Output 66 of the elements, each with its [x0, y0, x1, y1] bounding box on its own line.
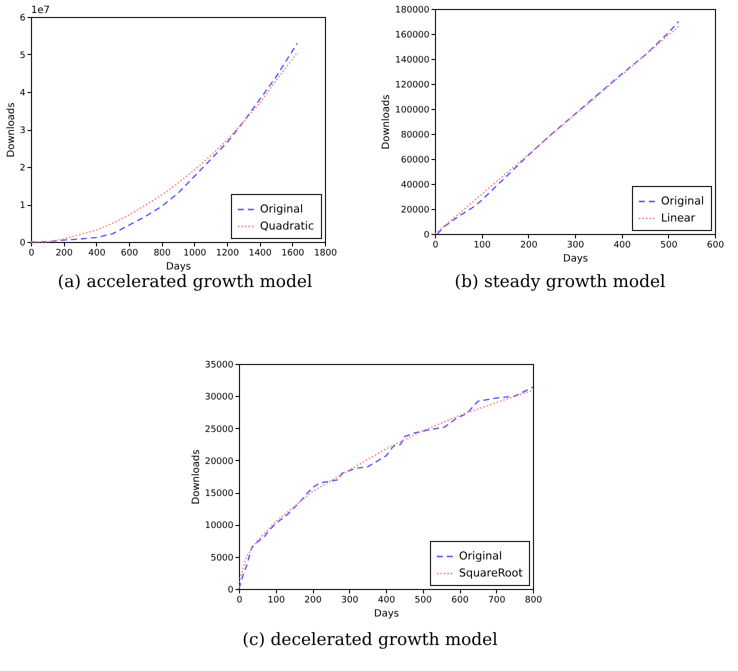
- y-tick-label: 35000: [204, 360, 234, 370]
- x-tick-label: 1800: [314, 248, 338, 258]
- y-tick-label: 25000: [204, 424, 234, 435]
- legend-label: Original: [661, 194, 704, 208]
- x-tick-label: 400: [378, 596, 396, 606]
- x-tick-label: 200: [304, 596, 322, 606]
- y-tick-label: 160000: [395, 30, 430, 40]
- y-tick-label: 60000: [400, 156, 430, 166]
- x-axis-title: Days: [374, 608, 399, 620]
- x-tick-label: 600: [706, 240, 724, 250]
- x-tick-label: 100: [474, 240, 492, 250]
- y-tick-label: 0: [228, 586, 234, 596]
- x-tick-label: 100: [268, 596, 286, 606]
- y-tick-label: 100000: [395, 106, 430, 116]
- y-tick-label: 3: [20, 126, 26, 136]
- y-tick-label: 120000: [395, 80, 430, 90]
- text: (b) steady growth model: [454, 272, 666, 292]
- y-tick-label: 0: [424, 230, 430, 240]
- y-tick-label: 1: [20, 201, 26, 211]
- y-tick-label: 6: [20, 14, 26, 24]
- y-tick-label: 20000: [204, 456, 234, 467]
- y-tick-label: 140000: [395, 56, 430, 66]
- x-tick-label: 800: [154, 248, 172, 258]
- legend-label: Original: [260, 202, 304, 216]
- x-tick-label: 600: [451, 596, 469, 606]
- x-tick-label: 300: [566, 240, 584, 250]
- x-tick-label: 1600: [281, 248, 305, 258]
- y-tick-label: 80000: [400, 130, 430, 140]
- y-tick-label: 4: [20, 88, 26, 98]
- x-tick-label: 400: [88, 248, 106, 258]
- x-tick-label: 200: [56, 248, 74, 258]
- text: (a) accelerated growth model: [58, 272, 312, 292]
- x-tick-label: 500: [414, 596, 432, 606]
- x-tick-label: 300: [341, 596, 359, 606]
- legend-label: SquareRoot: [459, 566, 524, 580]
- y-tick-label: 40000: [400, 180, 430, 190]
- y-tick-label: 5000: [210, 553, 234, 564]
- y-tick-label: 180000: [395, 6, 430, 16]
- y-tick-label: 20000: [400, 206, 430, 216]
- y-axis-title: Downloads: [190, 450, 202, 504]
- x-tick-label: 400: [614, 240, 632, 250]
- x-tick-label: 0: [432, 240, 439, 250]
- y-tick-label: 30000: [204, 392, 234, 403]
- x-axis-title: Days: [166, 262, 191, 272]
- x-axis-title: Days: [563, 254, 588, 264]
- x-tick-label: 1000: [183, 248, 207, 258]
- text: (c) decelerated growth model: [242, 630, 498, 650]
- x-tick-label: 1200: [216, 248, 240, 258]
- x-tick-label: 1400: [248, 248, 272, 258]
- y-tick-label: 15000: [204, 489, 234, 500]
- x-tick-label: 0: [236, 596, 243, 606]
- y-axis-title: Downloads: [381, 94, 392, 150]
- y-tick-label: 10000: [204, 521, 234, 532]
- text: 1e7: [31, 5, 50, 16]
- legend-label: Original: [459, 550, 502, 562]
- y-axis-title: Downloads: [6, 102, 17, 158]
- x-tick-label: 600: [120, 248, 138, 258]
- y-tick-label: 5: [20, 51, 26, 61]
- legend-label: Quadratic: [260, 220, 314, 232]
- y-tick-label: 2: [20, 164, 26, 174]
- x-tick-label: 500: [660, 240, 678, 250]
- legend-label: Linear: [661, 212, 696, 224]
- x-tick-label: 200: [520, 240, 538, 250]
- x-tick-label: 0: [28, 248, 35, 258]
- x-tick-label: 700: [488, 596, 506, 606]
- x-tick-label: 800: [524, 596, 542, 606]
